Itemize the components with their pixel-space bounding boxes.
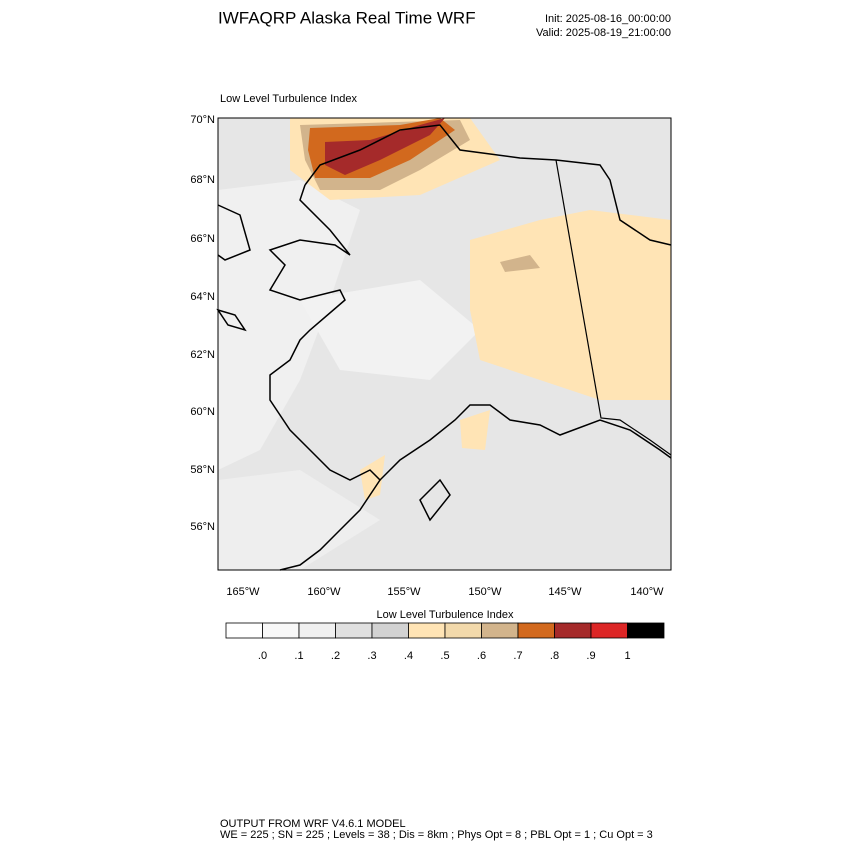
tan-area <box>500 255 540 272</box>
lat-label: 56°N <box>190 521 215 533</box>
red-area <box>325 118 445 175</box>
lon-label: 140°W <box>630 586 664 598</box>
colorbar-label: .7 <box>513 650 522 662</box>
footer-line: OUTPUT FROM WRF V4.6.1 MODEL <box>220 818 406 830</box>
lon-labels: 165°W 160°W 155°W 150°W 145°W 140°W <box>226 586 664 598</box>
lon-label: 150°W <box>468 586 502 598</box>
lat-label: 58°N <box>190 464 215 476</box>
colorbar-label: .2 <box>331 650 340 662</box>
colorbar-box <box>590 622 628 639</box>
colorbar-box <box>554 622 592 639</box>
map <box>216 117 672 571</box>
lat-label: 68°N <box>190 174 215 186</box>
map-frame <box>217 117 672 571</box>
colorbar-box <box>371 622 409 639</box>
colorbar-label: .6 <box>477 650 486 662</box>
colorbar: .0 .1 .2 .3 .4 .5 .6 .7 .8 .9 1 <box>225 622 665 662</box>
main-title: IWFAQRP Alaska Real Time WRF <box>218 8 476 27</box>
tan-area <box>360 455 385 500</box>
colorbar-box <box>408 622 446 639</box>
shade-area <box>218 470 380 570</box>
colorbar-title: Low Level Turbulence Index <box>377 609 514 621</box>
lat-label: 64°N <box>190 291 215 303</box>
lat-label: 60°N <box>190 406 215 418</box>
plot-title: Low Level Turbulence Index <box>220 93 357 105</box>
lat-labels: 70°N 68°N 66°N 64°N 62°N 60°N 58°N 56°N <box>190 114 215 533</box>
lon-label: 165°W <box>226 586 260 598</box>
colorbar-box <box>335 622 373 639</box>
tan-area <box>460 410 490 450</box>
lon-label: 145°W <box>548 586 582 598</box>
coastline <box>216 124 672 571</box>
colorbar-box <box>444 622 482 639</box>
lat-label: 70°N <box>190 114 215 126</box>
footer-line: WE = 225 ; SN = 225 ; Levels = 38 ; Dis … <box>220 829 653 841</box>
colorbar-label: .0 <box>258 650 267 662</box>
lon-label: 155°W <box>387 586 421 598</box>
colorbar-box <box>517 622 555 639</box>
border <box>555 159 672 456</box>
colorbar-label: .9 <box>586 650 595 662</box>
colorbar-label: 1 <box>624 650 630 662</box>
lon-label: 160°W <box>307 586 341 598</box>
shade-area <box>300 280 480 380</box>
colorbar-box <box>262 622 300 639</box>
init-time: Init: 2025-08-16_00:00:00 <box>545 13 671 25</box>
colorbar-box <box>298 622 336 639</box>
colorbar-label: .4 <box>404 650 413 662</box>
colorbar-label: .8 <box>550 650 559 662</box>
lat-label: 62°N <box>190 349 215 361</box>
colorbar-label: .3 <box>367 650 376 662</box>
lat-label: 66°N <box>190 233 215 245</box>
colorbar-label: .5 <box>440 650 449 662</box>
colorbar-box <box>627 622 665 639</box>
colorbar-box <box>225 622 263 639</box>
shade-area <box>218 180 360 470</box>
colorbar-label: .1 <box>294 650 303 662</box>
colorbar-box <box>481 622 519 639</box>
valid-time: Valid: 2025-08-19_21:00:00 <box>536 27 671 39</box>
